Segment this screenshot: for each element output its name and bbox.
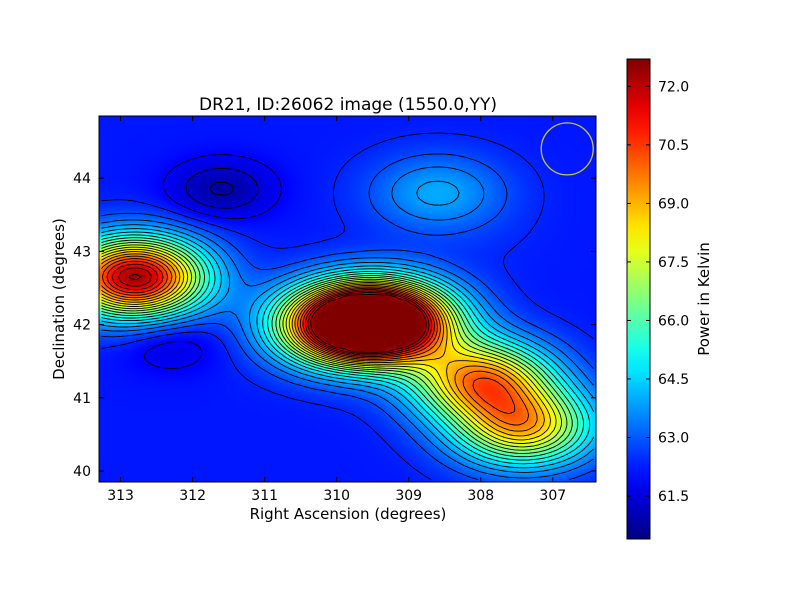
y-tick-label: 44 <box>73 171 91 187</box>
x-tick-label: 313 <box>107 488 134 504</box>
x-tick-label: 308 <box>467 488 494 504</box>
colorbar-tick-label: 69.0 <box>658 196 689 212</box>
x-tick-label: 311 <box>251 488 278 504</box>
y-tick-label: 43 <box>73 244 91 260</box>
colorbar-tick-label: 66.0 <box>658 313 689 329</box>
y-tick-label: 42 <box>73 318 91 334</box>
colorbar: 61.5 63.0 64.5 66.0 67.5 69.0 70.5 72.0 <box>627 59 689 539</box>
colorbar-tick-label: 61.5 <box>658 489 689 505</box>
x-tick-label: 312 <box>179 488 206 504</box>
x-tick-label: 307 <box>539 488 566 504</box>
plot-area: 313 312 311 310 309 308 307 40 41 42 43 44 <box>73 116 596 504</box>
colorbar-tick-label: 63.0 <box>658 431 689 447</box>
heatmap-image <box>99 116 596 482</box>
chart-title: DR21, ID:26062 image (1550.0,YY) <box>199 95 497 115</box>
y-tick-label: 41 <box>73 391 91 407</box>
colorbar-tick-label: 64.5 <box>658 372 689 388</box>
x-tick-label: 309 <box>395 488 422 504</box>
colorbar-label: Power in Kelvin <box>695 242 713 356</box>
colorbar-tick-label: 70.5 <box>658 138 689 154</box>
colorbar-gradient <box>627 59 650 539</box>
x-tick-label: 310 <box>323 488 350 504</box>
x-axis-label: Right Ascension (degrees) <box>250 505 447 523</box>
colorbar-tick-label: 67.5 <box>658 255 689 271</box>
colorbar-tick-label: 72.0 <box>658 79 689 95</box>
y-tick-label: 40 <box>73 464 91 480</box>
y-axis-label: Declination (degrees) <box>50 218 68 380</box>
